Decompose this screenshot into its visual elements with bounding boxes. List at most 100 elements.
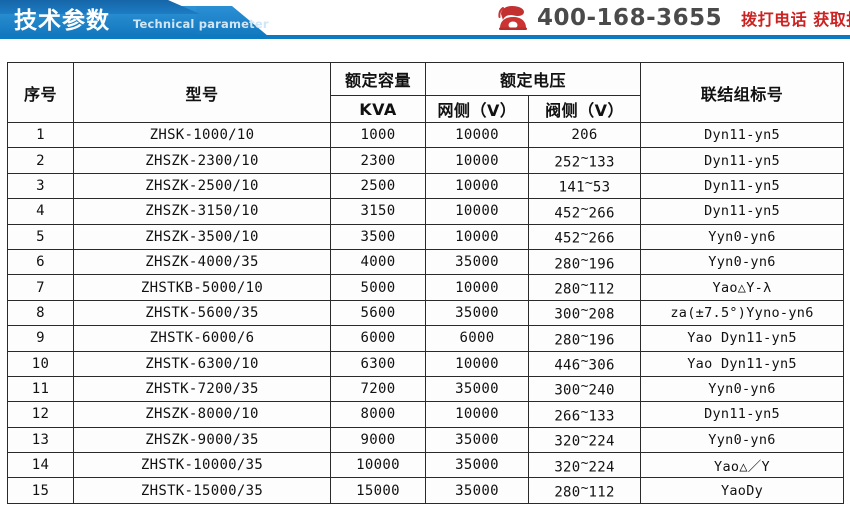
cell-grid-side-voltage: 35000 bbox=[425, 426, 529, 454]
range-tilde: ~ bbox=[580, 303, 589, 319]
cell-valve-side-voltage: 280~112 bbox=[527, 477, 642, 504]
telephone-icon bbox=[498, 5, 528, 31]
cell-rated-capacity: 9000 bbox=[330, 426, 426, 454]
cell-connection-group: Dyn11-yn5 bbox=[640, 121, 845, 149]
range-tilde: ~ bbox=[580, 354, 589, 370]
cell-rated-capacity: 1000 bbox=[330, 121, 426, 149]
cell-valve-side-voltage: 452~266 bbox=[527, 223, 642, 250]
cell-model: ZHSTK-5600/35 bbox=[73, 299, 331, 327]
cell-grid-side-voltage: 35000 bbox=[425, 375, 529, 403]
cell-index: 15 bbox=[7, 477, 74, 504]
cell-index: 10 bbox=[7, 350, 74, 377]
table-row: 6 ZHSZK-4000/35 4000 35000 280~196 Yyn0-yn6 bbox=[7, 248, 845, 276]
cell-valve-side-voltage: 280~196 bbox=[527, 248, 642, 276]
cell-connection-group: Dyn11-yn5 bbox=[640, 198, 845, 225]
cell-connection-group: Yyn0-yn6 bbox=[640, 248, 845, 276]
cell-connection-group: Yao△Y-λ bbox=[640, 274, 845, 301]
range-tilde: ~ bbox=[580, 252, 589, 268]
cell-rated-capacity: 3150 bbox=[330, 198, 426, 225]
cell-rated-capacity: 2500 bbox=[330, 172, 426, 200]
cell-valve-side-voltage: 320~224 bbox=[527, 426, 642, 454]
cell-grid-side-voltage: 10000 bbox=[425, 401, 529, 428]
cell-valve-side-voltage: 280~196 bbox=[527, 325, 642, 352]
range-tilde: ~ bbox=[580, 481, 589, 497]
table-head: 序号 型号 额定容量 额定电压 联结组标号 KVA 网侧（V） 阀侧（V） bbox=[7, 62, 845, 123]
cell-model: ZHSZK-2500/10 bbox=[73, 172, 331, 200]
table-row: 8 ZHSTK-5600/35 5600 35000 300~208 za(±7.5°)Y… bbox=[7, 299, 845, 327]
cell-valve-side-voltage: 320~224 bbox=[527, 452, 642, 479]
phone-number[interactable]: 400-168-3655 bbox=[537, 4, 723, 31]
cell-valve-side-voltage: 280~112 bbox=[527, 274, 642, 301]
cell-valve-side-voltage: 266~133 bbox=[527, 401, 642, 428]
cell-connection-group: Dyn11-yn5 bbox=[640, 147, 845, 174]
cell-index: 13 bbox=[7, 426, 74, 454]
cell-index: 2 bbox=[7, 147, 74, 174]
column-header-index: 序号 bbox=[7, 62, 74, 123]
cell-rated-capacity: 4000 bbox=[330, 248, 426, 276]
range-tilde: ~ bbox=[580, 277, 589, 293]
cell-model: ZHSZK-4000/35 bbox=[73, 248, 331, 276]
cell-index: 3 bbox=[7, 172, 74, 200]
cell-rated-capacity: 3500 bbox=[330, 223, 426, 250]
cell-model: ZHSZK-3150/10 bbox=[73, 198, 331, 225]
section-title-en: Technical parameter bbox=[133, 17, 269, 31]
cell-grid-side-voltage: 35000 bbox=[425, 452, 529, 479]
cell-grid-side-voltage: 35000 bbox=[425, 299, 529, 327]
range-tilde: ~ bbox=[580, 201, 589, 217]
cell-model: ZHSTKB-5000/10 bbox=[73, 274, 331, 301]
cell-connection-group: Yyn0-yn6 bbox=[640, 223, 845, 250]
cell-rated-capacity: 2300 bbox=[330, 147, 426, 174]
cell-valve-side-voltage: 206 bbox=[527, 121, 642, 149]
cell-grid-side-voltage: 10000 bbox=[425, 223, 529, 250]
table-row: 1 ZHSK-1000/10 1000 10000 206 Dyn11-yn5 bbox=[7, 121, 845, 149]
cell-grid-side-voltage: 35000 bbox=[425, 248, 529, 276]
table-row: 11 ZHSTK-7200/35 7200 35000 300~240 Yyn0-yn6 bbox=[7, 375, 845, 403]
table-row: 3 ZHSZK-2500/10 2500 10000 141~53 Dyn11-yn5 bbox=[7, 172, 845, 200]
cell-connection-group: za(±7.5°)Yyno-yn6 bbox=[640, 299, 845, 327]
cell-index: 7 bbox=[7, 274, 74, 301]
cell-model: ZHSTK-7200/35 bbox=[73, 375, 331, 403]
table-row: 5 ZHSZK-3500/10 3500 10000 452~266 Yyn0-yn6 bbox=[7, 223, 845, 250]
range-tilde: ~ bbox=[580, 430, 589, 446]
cell-connection-group: Yyn0-yn6 bbox=[640, 375, 845, 403]
cell-rated-capacity: 15000 bbox=[330, 477, 426, 504]
table-row: 12 ZHSZK-8000/10 8000 10000 266~133 Dyn11-yn5 bbox=[7, 401, 845, 428]
cell-valve-side-voltage: 252~133 bbox=[527, 147, 642, 174]
cell-valve-side-voltage: 300~240 bbox=[527, 375, 642, 403]
cell-rated-capacity: 10000 bbox=[330, 452, 426, 479]
table-body: 1 ZHSK-1000/10 1000 10000 206 Dyn11-yn5 2 ZHSZK… bbox=[7, 121, 845, 504]
cell-rated-capacity: 6000 bbox=[330, 325, 426, 352]
table-row: 14 ZHSTK-10000/35 10000 35000 320~224 Yao△／Y bbox=[7, 452, 845, 479]
cell-index: 9 bbox=[7, 325, 74, 352]
cell-index: 14 bbox=[7, 452, 74, 479]
cell-connection-group: Yao△／Y bbox=[640, 452, 845, 479]
table-row: 7 ZHSTKB-5000/10 5000 10000 280~112 Yao△Y-λ bbox=[7, 274, 845, 301]
table-row: 2 ZHSZK-2300/10 2300 10000 252~133 Dyn11-yn5 bbox=[7, 147, 845, 174]
table-row: 15 ZHSTK-15000/35 15000 35000 280~112 YaoDy bbox=[7, 477, 845, 504]
cell-index: 6 bbox=[7, 248, 74, 276]
cell-index: 8 bbox=[7, 299, 74, 327]
range-tilde: ~ bbox=[580, 404, 589, 420]
cell-index: 4 bbox=[7, 198, 74, 225]
cell-model: ZHSTK-15000/35 bbox=[73, 477, 331, 504]
cell-rated-capacity: 7200 bbox=[330, 375, 426, 403]
cell-model: ZHSZK-9000/35 bbox=[73, 426, 331, 454]
cell-rated-capacity: 8000 bbox=[330, 401, 426, 428]
cell-model: ZHSTK-6000/6 bbox=[73, 325, 331, 352]
cell-valve-side-voltage: 141~53 bbox=[527, 172, 642, 200]
column-subheader-kva: KVA bbox=[330, 95, 426, 123]
cell-grid-side-voltage: 10000 bbox=[425, 274, 529, 301]
cell-grid-side-voltage: 10000 bbox=[425, 350, 529, 377]
call-for-quote-text: 拨打电话 获取报价! bbox=[741, 9, 850, 29]
cell-valve-side-voltage: 300~208 bbox=[527, 299, 642, 327]
table-row: 4 ZHSZK-3150/10 3150 10000 452~266 Dyn11-yn5 bbox=[7, 198, 845, 225]
cell-model: ZHSTK-6300/10 bbox=[73, 350, 331, 377]
column-header-rated-voltage: 额定电压 bbox=[424, 62, 642, 96]
cell-rated-capacity: 5600 bbox=[330, 299, 426, 327]
cell-model: ZHSZK-3500/10 bbox=[73, 223, 331, 250]
cell-grid-side-voltage: 35000 bbox=[425, 477, 529, 504]
cell-grid-side-voltage: 10000 bbox=[425, 121, 529, 149]
column-header-connection-group: 联结组标号 bbox=[640, 62, 845, 123]
